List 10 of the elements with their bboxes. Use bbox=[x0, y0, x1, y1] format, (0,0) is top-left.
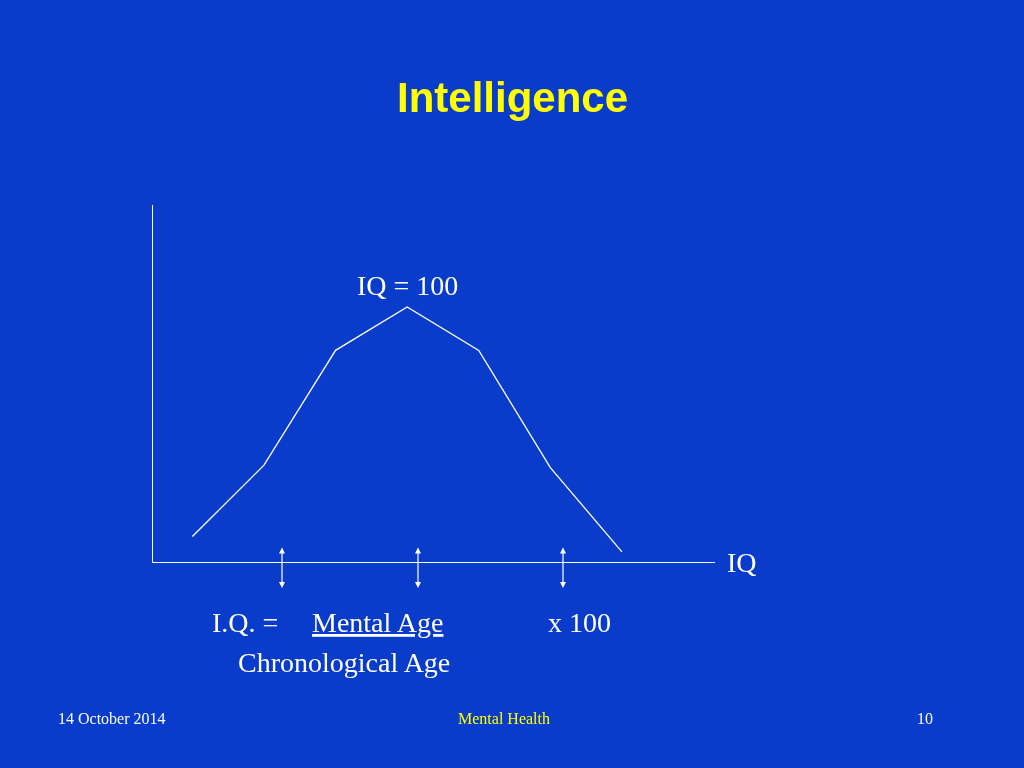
text: I.Q. = bbox=[212, 607, 279, 638]
x-axis-title: IQ bbox=[727, 547, 757, 578]
text: x 100 bbox=[548, 607, 611, 638]
annotation: IQ = 100 bbox=[357, 270, 459, 301]
chart-title: Intelligence bbox=[397, 74, 629, 121]
text: 14 October 2014 bbox=[58, 710, 166, 727]
text: 10 bbox=[917, 710, 933, 727]
text: Chronological Age bbox=[238, 647, 451, 678]
text: Mental Age bbox=[312, 607, 444, 638]
text: Mental Health bbox=[458, 710, 550, 727]
